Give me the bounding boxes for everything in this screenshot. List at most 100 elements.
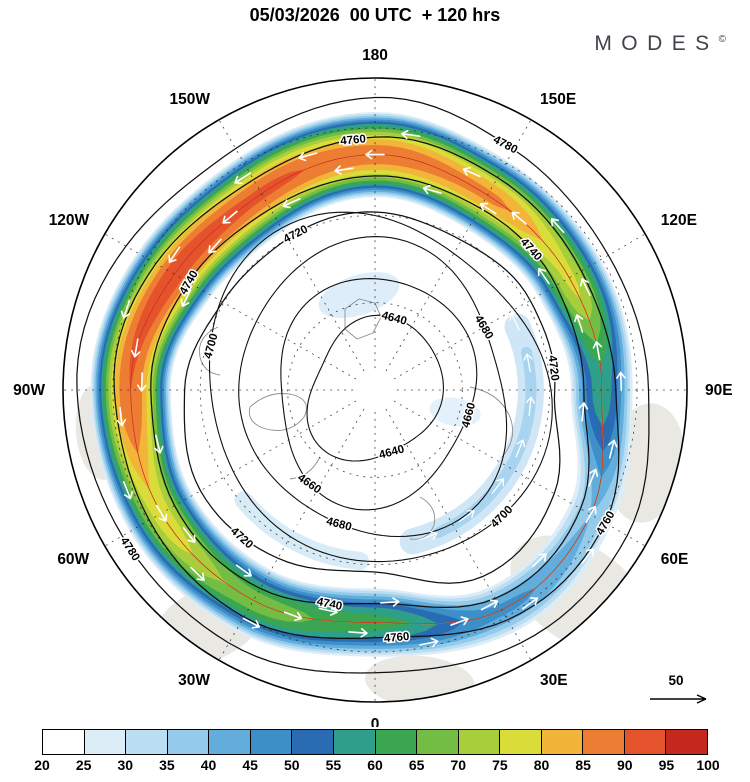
- wind-arrow-icon: [401, 129, 421, 140]
- colorbar-cell: [624, 730, 667, 754]
- wind-arrow-icon: [525, 396, 536, 416]
- coastline: [289, 456, 321, 480]
- latitude-circle: [199, 214, 551, 566]
- contour-label: 4760: [340, 133, 367, 147]
- colorbar-tick-label: 60: [367, 757, 383, 773]
- colorbar: 20 25 30 35 40 45 50 55 60 65 70 75 80 85 90 95 100: [34, 729, 720, 775]
- brand-text: MODES: [594, 32, 719, 55]
- wind-arrow-icon: [480, 599, 499, 611]
- longitude-label: 60W: [57, 551, 89, 568]
- longitude-label: 120W: [49, 212, 90, 229]
- wind-arrow-icon: [156, 504, 168, 522]
- wind-arrow-icon: [283, 611, 303, 622]
- map-outline: [62, 77, 688, 703]
- colorbar-cell: [541, 730, 584, 754]
- wind-arrow-icon: [616, 371, 626, 392]
- longitude-label: 180: [362, 47, 388, 64]
- wind-arrow-icon: [580, 278, 591, 296]
- contour-label: 4760: [383, 631, 410, 645]
- longitude-label: 90E: [705, 382, 733, 399]
- reference-arrow-icon: [650, 694, 707, 704]
- wind-arrow-icon: [333, 538, 353, 548]
- colorbar-tick-label: 25: [75, 757, 92, 773]
- longitude-label: 120E: [661, 212, 697, 229]
- wind-arrow-icon: [120, 299, 131, 319]
- wind-arrow-icon: [154, 434, 164, 454]
- wind-arrow-icon: [348, 628, 368, 638]
- height-contour: [208, 211, 553, 563]
- wind-arrow-icon: [511, 211, 527, 225]
- contour-label: 4720: [546, 355, 561, 382]
- wind-arrow-icon: [537, 267, 550, 285]
- colorbar-tick-label: 65: [408, 757, 425, 773]
- colorbar-tick-label: 45: [242, 757, 258, 773]
- coastline: [344, 298, 382, 340]
- wind-arrow-icon: [208, 238, 222, 254]
- colorbar-cell: [666, 730, 707, 754]
- wind-arrow-icon: [522, 597, 539, 610]
- wind-arrow-icon: [422, 184, 442, 195]
- colorbar-tick-label: 90: [616, 757, 633, 773]
- wind-arrow-icon: [116, 406, 127, 427]
- brand-logo: MODES©: [594, 32, 726, 56]
- wind-arrow-icon: [293, 522, 311, 534]
- wind-arrow-icon: [462, 166, 481, 178]
- colorbar-cell: [500, 730, 542, 754]
- colorbar-cell: [167, 730, 210, 754]
- colorbar-cell: [292, 730, 334, 754]
- wind-arrow-icon: [222, 210, 238, 224]
- wind-arrow-icon: [515, 439, 526, 458]
- brand-copyright-mark: ©: [718, 34, 726, 45]
- colorbar-tick-label: 55: [325, 757, 342, 773]
- longitude-label: 30W: [178, 672, 210, 689]
- wind-arrow-icon: [282, 198, 301, 209]
- latitude-circle: [287, 302, 463, 478]
- colorbar-tick-label: 75: [492, 757, 508, 773]
- colorbar-cell: [43, 730, 85, 754]
- colorbar-tick-label: 20: [34, 757, 50, 773]
- wind-arrow-icon: [574, 314, 584, 333]
- wind-arrow-icon: [182, 527, 196, 543]
- reference-arrow: 50: [650, 673, 707, 704]
- wind-arrow-icon: [608, 439, 618, 459]
- colorbar-tick-label: 70: [450, 757, 467, 773]
- wind-arrow-icon: [592, 341, 603, 361]
- wind-arrow-icon: [585, 505, 597, 524]
- wind-arrow-icon: [419, 530, 438, 541]
- latitude-circle: [112, 127, 638, 653]
- height-contour: [150, 175, 590, 609]
- wind-arrow-icon: [581, 548, 594, 564]
- colorbar-cell: [250, 730, 293, 754]
- wind-arrow-icon: [491, 478, 505, 494]
- wind-arrow-icon: [550, 218, 565, 234]
- wind-arrow-icon: [532, 553, 547, 568]
- wind-arrow-icon: [122, 481, 133, 500]
- wind-arrow-icon: [509, 312, 520, 331]
- coastline: [198, 326, 221, 376]
- colorbar-cell: [375, 730, 418, 754]
- longitude-label: 60E: [661, 551, 689, 568]
- longitude-label: 90W: [13, 382, 45, 399]
- coastline: [248, 393, 307, 431]
- colorbar-cell: [126, 730, 168, 754]
- wind-arrow-icon: [380, 597, 400, 607]
- longitude-label: 30E: [540, 672, 568, 689]
- height-contour: [183, 211, 561, 584]
- colorbar-tick-labels: 20 25 30 35 40 45 50 55 60 65 70 75 80 85 90 95 100: [34, 755, 719, 775]
- wind-arrow-icon: [242, 617, 261, 629]
- wind-arrow-icon: [419, 637, 439, 648]
- longitude-label: 0: [371, 716, 380, 727]
- height-contour: [306, 314, 444, 462]
- colorbar-cells: [42, 729, 708, 755]
- wind-arrow-icon: [479, 202, 497, 215]
- longitude-label: 150E: [540, 91, 576, 108]
- coastline: [409, 496, 436, 540]
- colorbar-tick-label: 100: [696, 757, 720, 773]
- page-title: 05/03/2026 00 UTC + 120 hrs: [249, 5, 501, 25]
- colorbar-cell: [417, 730, 459, 754]
- wind-arrow-icon: [259, 495, 274, 510]
- colorbar-cell: [583, 730, 625, 754]
